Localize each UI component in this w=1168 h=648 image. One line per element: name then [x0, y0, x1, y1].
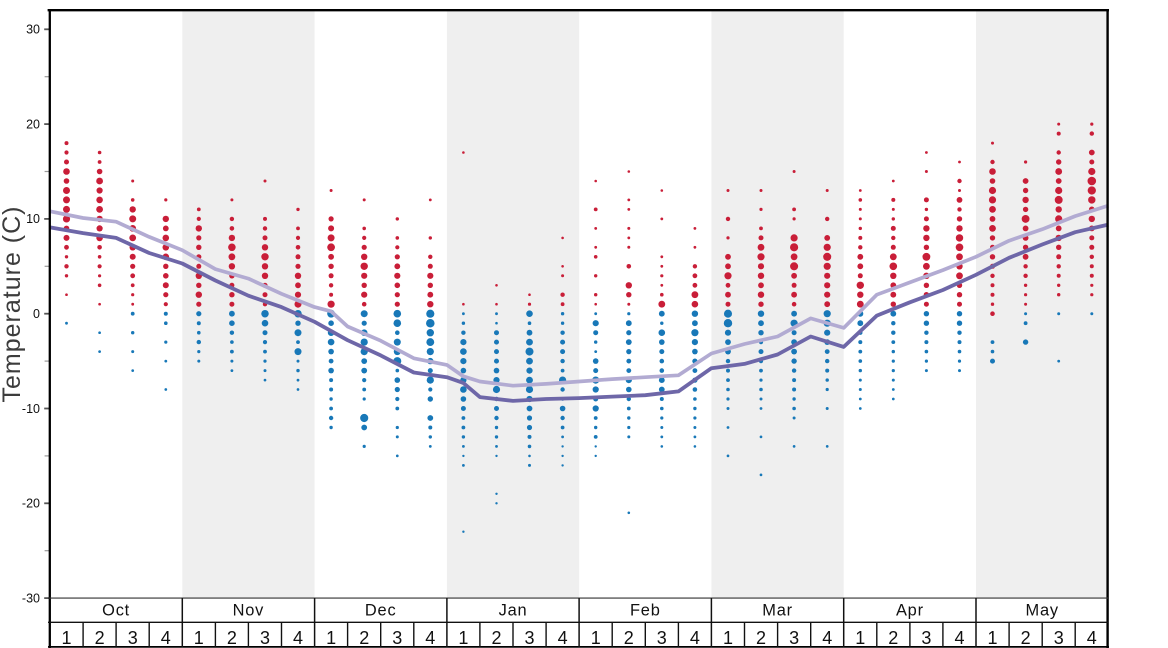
svg-text:4: 4 — [425, 628, 435, 648]
svg-text:Oct: Oct — [102, 602, 130, 620]
svg-text:4: 4 — [822, 628, 832, 648]
svg-text:-30: -30 — [22, 591, 40, 605]
svg-text:2: 2 — [624, 628, 634, 648]
svg-text:4: 4 — [558, 628, 568, 648]
svg-text:3: 3 — [260, 628, 270, 648]
svg-text:4: 4 — [954, 628, 964, 648]
svg-text:Feb: Feb — [630, 602, 661, 620]
svg-text:Mar: Mar — [762, 602, 793, 620]
svg-text:4: 4 — [690, 628, 700, 648]
svg-text:3: 3 — [128, 628, 138, 648]
svg-text:3: 3 — [524, 628, 534, 648]
svg-text:-20: -20 — [22, 497, 40, 511]
svg-text:4: 4 — [1087, 628, 1097, 648]
svg-text:Temperature (C): Temperature (C) — [0, 206, 26, 403]
svg-text:1: 1 — [326, 628, 336, 648]
svg-text:2: 2 — [227, 628, 237, 648]
svg-text:3: 3 — [921, 628, 931, 648]
svg-text:1: 1 — [591, 628, 601, 648]
svg-text:1: 1 — [194, 628, 204, 648]
svg-text:0: 0 — [33, 307, 40, 321]
svg-text:3: 3 — [657, 628, 667, 648]
svg-text:30: 30 — [26, 23, 40, 37]
svg-text:Nov: Nov — [233, 602, 265, 620]
svg-text:May: May — [1026, 602, 1059, 620]
svg-text:3: 3 — [392, 628, 402, 648]
svg-text:4: 4 — [293, 628, 303, 648]
svg-text:1: 1 — [987, 628, 997, 648]
svg-text:1: 1 — [855, 628, 865, 648]
svg-text:Dec: Dec — [365, 602, 397, 620]
svg-text:3: 3 — [789, 628, 799, 648]
svg-text:Apr: Apr — [896, 602, 924, 620]
svg-text:4: 4 — [161, 628, 171, 648]
svg-text:-10: -10 — [22, 402, 40, 416]
svg-text:Jan: Jan — [499, 602, 528, 620]
svg-text:2: 2 — [888, 628, 898, 648]
svg-text:1: 1 — [458, 628, 468, 648]
svg-text:20: 20 — [26, 117, 40, 131]
svg-text:2: 2 — [491, 628, 501, 648]
svg-text:2: 2 — [359, 628, 369, 648]
svg-text:2: 2 — [756, 628, 766, 648]
svg-text:2: 2 — [95, 628, 105, 648]
svg-text:3: 3 — [1054, 628, 1064, 648]
svg-text:2: 2 — [1021, 628, 1031, 648]
svg-text:1: 1 — [723, 628, 733, 648]
svg-text:1: 1 — [61, 628, 71, 648]
svg-text:10: 10 — [26, 212, 40, 226]
